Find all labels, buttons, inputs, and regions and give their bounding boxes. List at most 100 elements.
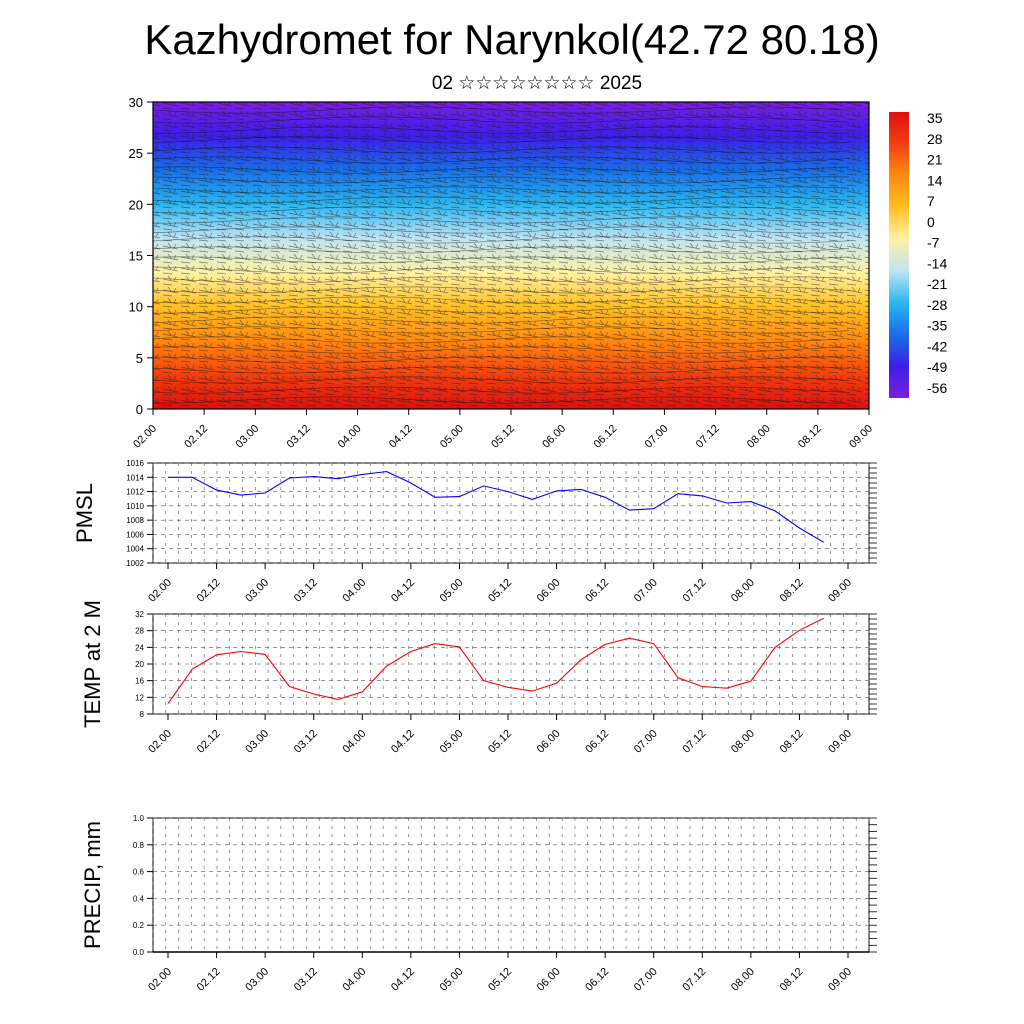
x-tick-label: 03.00 bbox=[243, 966, 271, 994]
wind-barbs bbox=[153, 102, 869, 409]
isotherm-line bbox=[153, 326, 850, 334]
isotherm-line bbox=[153, 306, 850, 314]
heatmap-panel: 0 5 10 15 20 25 30 02.00 02.12 03.00 03.12 04.00 04.… bbox=[129, 95, 876, 451]
x-tick-label: 06.12 bbox=[583, 728, 611, 756]
x-tick-label: 08.12 bbox=[778, 966, 806, 994]
y-tick-label: 25 bbox=[129, 146, 143, 161]
isotherm-line bbox=[153, 286, 850, 294]
x-tick-label: 04.00 bbox=[340, 966, 368, 994]
x-tick-label: 02.00 bbox=[146, 966, 174, 994]
colorbar: 35 28 21 14 7 0 -7 -14 -21 -28 -35 -42 -49 -56 bbox=[889, 110, 947, 398]
x-tick-label: 08.00 bbox=[745, 423, 773, 451]
y-tick-label: 1010 bbox=[126, 502, 144, 511]
y-tick-label: 1004 bbox=[126, 545, 144, 554]
colorbar-label: 21 bbox=[927, 152, 943, 168]
isotherm-line bbox=[153, 396, 850, 404]
isotherm-line bbox=[153, 276, 850, 284]
y-tick-label: 10 bbox=[129, 300, 143, 315]
isotherm-line bbox=[153, 176, 850, 184]
y-axis-label: PRECIP, mm bbox=[80, 821, 105, 949]
chart-title: Kazhydromet for Narynkol(42.72 80.18) bbox=[144, 16, 880, 63]
isotherm-line bbox=[153, 166, 850, 174]
isotherm-line bbox=[153, 316, 850, 324]
pmsl-panel: 1002 1004 1006 1008 1010 1012 1014 1016 PMSL 02.0… bbox=[72, 459, 877, 605]
colorbar-label: 28 bbox=[927, 131, 943, 147]
x-tick-label: 06.00 bbox=[535, 966, 563, 994]
colorbar-label: -56 bbox=[927, 380, 947, 396]
colorbar-label: -42 bbox=[927, 338, 947, 354]
x-tick-label: 02.00 bbox=[146, 577, 174, 605]
y-tick-label: 5 bbox=[136, 351, 143, 366]
x-tick-label: 03.00 bbox=[243, 728, 271, 756]
colorbar-label: 35 bbox=[927, 110, 943, 126]
y-axis-label: PMSL bbox=[72, 483, 97, 543]
x-tick-label: 06.00 bbox=[540, 423, 568, 451]
isotherm-line bbox=[153, 186, 850, 194]
isotherm-line bbox=[153, 126, 850, 134]
y-tick-label: 0.2 bbox=[133, 921, 145, 930]
x-tick-label: 03.00 bbox=[233, 423, 261, 451]
y-tick-label: 30 bbox=[129, 95, 143, 110]
x-tick-label: 07.00 bbox=[632, 728, 660, 756]
colorbar-scale bbox=[889, 112, 909, 398]
x-tick-label: 02.12 bbox=[182, 423, 210, 451]
isotherm-line bbox=[153, 106, 850, 114]
y-tick-label: 15 bbox=[129, 249, 143, 264]
y-tick-label: 8 bbox=[140, 710, 145, 719]
x-tick-label: 04.00 bbox=[336, 423, 364, 451]
x-tick-label: 03.00 bbox=[243, 577, 271, 605]
x-tick-label: 07.12 bbox=[680, 966, 708, 994]
isotherm-line bbox=[153, 366, 850, 374]
x-tick-label: 08.00 bbox=[729, 728, 757, 756]
series-line bbox=[167, 617, 824, 704]
x-tick-label: 04.12 bbox=[387, 423, 415, 451]
isotherm-line bbox=[153, 296, 850, 304]
x-tick-label: 06.12 bbox=[583, 577, 611, 605]
x-tick-label: 09.00 bbox=[826, 728, 854, 756]
colorbar-label: -21 bbox=[927, 276, 947, 292]
y-tick-label: 1016 bbox=[126, 459, 144, 468]
isotherm-line bbox=[153, 226, 850, 234]
x-tick-label: 07.12 bbox=[680, 728, 708, 756]
y-tick-label: 0.6 bbox=[133, 868, 145, 877]
precip-panel: 0.0 0.2 0.4 0.6 0.8 1.0 PRECIP, mm 02.00 02.12 03… bbox=[80, 814, 877, 994]
x-tick-label: 07.12 bbox=[680, 577, 708, 605]
y-tick-label: 0.8 bbox=[133, 841, 145, 850]
x-tick-label: 08.12 bbox=[778, 728, 806, 756]
x-tick-label: 02.12 bbox=[195, 728, 223, 756]
y-tick-label: 1.0 bbox=[133, 814, 145, 823]
colorbar-label: -28 bbox=[927, 297, 947, 313]
x-tick-label: 08.12 bbox=[778, 577, 806, 605]
x-tick-label: 06.00 bbox=[535, 577, 563, 605]
x-tick-label: 07.00 bbox=[632, 966, 660, 994]
x-tick-label: 08.00 bbox=[729, 966, 757, 994]
x-tick-label: 07.00 bbox=[643, 423, 671, 451]
y-tick-label: 1012 bbox=[126, 488, 144, 497]
isotherm-line bbox=[153, 346, 850, 354]
x-tick-label: 05.00 bbox=[438, 577, 466, 605]
y-tick-label: 1002 bbox=[126, 559, 144, 568]
y-tick-label: 1014 bbox=[126, 473, 144, 482]
y-tick-label: 24 bbox=[135, 643, 144, 652]
x-tick-label: 08.00 bbox=[729, 577, 757, 605]
isotherm-line bbox=[153, 146, 850, 154]
isotherm-line bbox=[153, 266, 850, 274]
y-tick-label: 16 bbox=[135, 677, 144, 686]
isotherm-line bbox=[153, 156, 850, 164]
x-tick-label: 03.12 bbox=[285, 423, 313, 451]
x-tick-label: 05.12 bbox=[486, 966, 514, 994]
x-tick-label: 06.12 bbox=[591, 423, 619, 451]
colorbar-label: 7 bbox=[927, 193, 935, 209]
isotherm-line bbox=[153, 376, 850, 384]
x-tick-label: 03.12 bbox=[292, 966, 320, 994]
y-tick-label: 1006 bbox=[126, 530, 144, 539]
isotherm-line bbox=[153, 386, 850, 394]
isotherm-line bbox=[153, 116, 850, 124]
x-tick-label: 08.12 bbox=[796, 423, 824, 451]
isotherm-line bbox=[153, 256, 850, 264]
y-tick-label: 1008 bbox=[126, 516, 144, 525]
y-tick-label: 28 bbox=[135, 627, 144, 636]
x-tick-label: 03.12 bbox=[292, 728, 320, 756]
colorbar-label: -49 bbox=[927, 359, 947, 375]
